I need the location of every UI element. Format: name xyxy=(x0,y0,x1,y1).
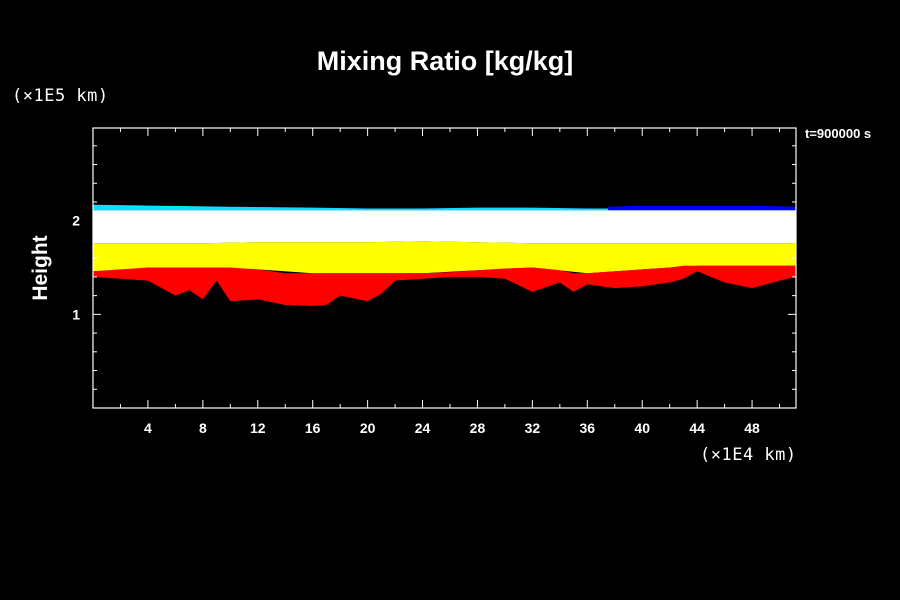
x-tick-label: 16 xyxy=(305,420,321,436)
x-tick-label: 28 xyxy=(470,420,486,436)
x-tick-label: 20 xyxy=(360,420,376,436)
y-tick-label: 2 xyxy=(72,213,80,229)
x-tick-label: 24 xyxy=(415,420,431,436)
x-tick-label: 4 xyxy=(144,420,152,436)
x-tick-label: 48 xyxy=(744,420,760,436)
x-tick-label: 12 xyxy=(250,420,266,436)
x-tick-label: 40 xyxy=(634,420,650,436)
plot-frame xyxy=(92,127,797,409)
yellow-band xyxy=(93,241,796,274)
x-tick-label: 32 xyxy=(525,420,541,436)
x-axis-unit: (×1E4 km) xyxy=(700,445,797,465)
red-band xyxy=(93,265,796,306)
blue-band xyxy=(607,205,796,211)
x-tick-label: 36 xyxy=(580,420,596,436)
x-tick-label: 44 xyxy=(689,420,705,436)
white-band xyxy=(93,210,796,244)
y-axis-unit: (×1E5 km) xyxy=(12,86,109,106)
time-label: t=900000 s xyxy=(805,126,872,141)
chart-title: Mixing Ratio [kg/kg] xyxy=(316,46,574,76)
data-layers xyxy=(93,204,796,306)
y-tick-label: 1 xyxy=(72,306,80,322)
x-tick-label: 8 xyxy=(199,420,207,436)
